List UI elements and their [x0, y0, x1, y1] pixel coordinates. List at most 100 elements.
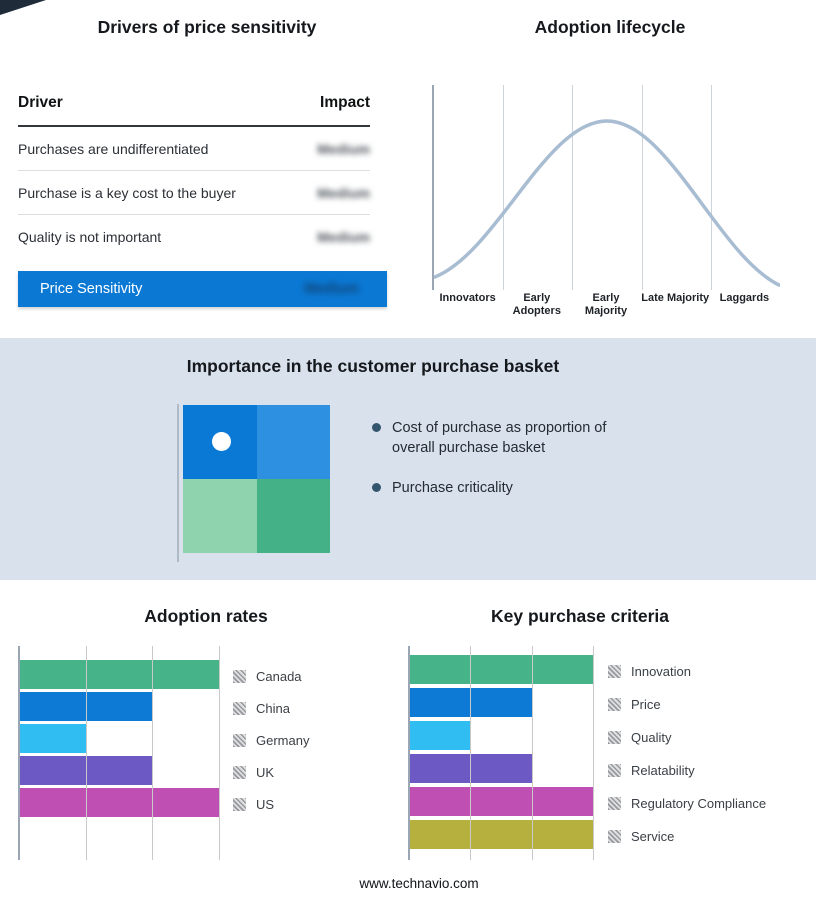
legend-swatch-icon [233, 765, 246, 779]
gridline [710, 85, 712, 290]
price-sensitivity-banner: Price Sensitivity Medium [18, 271, 387, 307]
bell-curve [434, 119, 780, 287]
gridline [572, 85, 574, 290]
gridline [219, 646, 220, 860]
purchase-basket-section [0, 338, 816, 580]
price-sensitivity-label: Price Sensitivity [40, 281, 143, 297]
corner-fold-decoration [0, 0, 46, 15]
drivers-panel-title: Drivers of price sensitivity [97, 17, 317, 37]
bar [20, 692, 154, 721]
criteria-legend: Innovation Price Quality Relatability Regula… [608, 655, 766, 853]
legend-label: Innovation [631, 664, 691, 679]
bullet-dot-icon [372, 423, 381, 432]
lifecycle-stage-labels: Innovators Early Adopters Early Majority La… [433, 292, 779, 317]
bar [410, 655, 594, 684]
legend-item: Canada [233, 660, 309, 692]
legend-label: UK [256, 764, 275, 780]
adoption-rates-chart [18, 646, 220, 860]
price-sensitivity-value-blurred: Medium [304, 281, 359, 297]
driver-cell: Quality is not important [18, 229, 162, 245]
legend-label: Service [631, 829, 675, 844]
gridline [641, 85, 643, 290]
legend-swatch-icon [608, 698, 621, 711]
legend-swatch-icon [233, 669, 246, 683]
impact-value-blurred: Medium [317, 140, 370, 157]
bullet-item: Cost of purchase as proportion of overal… [372, 418, 634, 458]
legend-item: Innovation [608, 655, 766, 688]
footer-url: www.technavio.com [359, 876, 479, 891]
stage-label: Late Majority [641, 292, 710, 304]
adoption-rates-legend: Canada China Germany UK US [233, 660, 309, 820]
drivers-table: Driver Impact Purchases are undifferenti… [18, 88, 370, 259]
legend-item: Quality [608, 721, 766, 754]
quadrant-axis-line [177, 404, 179, 562]
bar [410, 721, 472, 750]
gridline [85, 646, 87, 860]
gridline [503, 85, 505, 290]
quadrant-cell [183, 405, 257, 479]
basket-bullet-list: Cost of purchase as proportion of overal… [372, 418, 634, 518]
stage-label: Early Majority [584, 292, 628, 317]
table-header-row: Driver Impact [18, 88, 370, 127]
quadrant-cell [256, 479, 330, 553]
table-row: Purchases are undifferentiated Medium [18, 127, 370, 171]
legend-item: Germany [233, 724, 309, 756]
criteria-title: Key purchase criteria [490, 606, 669, 626]
legend-swatch-icon [608, 731, 621, 744]
lifecycle-curve-svg [434, 119, 780, 287]
legend-swatch-icon [608, 764, 621, 777]
lifecycle-chart [432, 85, 780, 290]
bullet-dot-icon [372, 483, 381, 492]
legend-swatch-icon [608, 797, 621, 810]
legend-label: China [256, 700, 290, 716]
bar [20, 756, 154, 785]
stage-label: Innovators [439, 292, 496, 304]
legend-label: Canada [256, 668, 302, 684]
gridline [593, 646, 594, 860]
adoption-rates-title: Adoption rates [144, 606, 268, 626]
legend-label: Price [631, 697, 661, 712]
purchase-basket-quadrant [183, 405, 330, 553]
gridline [152, 646, 154, 860]
legend-swatch-icon [608, 830, 621, 843]
criteria-chart [408, 646, 594, 860]
legend-swatch-icon [233, 797, 246, 811]
legend-item: Regulatory Compliance [608, 787, 766, 820]
basket-panel-title: Importance in the customer purchase bask… [186, 356, 560, 376]
bullet-item: Purchase criticality [372, 478, 634, 498]
gridline [531, 646, 533, 860]
impact-column-header: Impact [320, 94, 370, 111]
quadrant-cell [256, 405, 330, 479]
bullet-text: Cost of purchase as proportion of overal… [392, 420, 607, 456]
legend-swatch-icon [608, 665, 621, 678]
stage-label: Early Adopters [512, 292, 561, 317]
impact-value-blurred: Medium [317, 184, 370, 201]
bar [20, 660, 220, 689]
legend-label: Relatability [631, 763, 695, 778]
bar [410, 754, 533, 783]
lifecycle-panel-title: Adoption lifecycle [534, 17, 686, 37]
driver-cell: Purchases are undifferentiated [18, 140, 209, 157]
bar [410, 787, 594, 816]
bar [410, 688, 533, 717]
table-row: Purchase is a key cost to the buyer Mediu… [18, 171, 370, 215]
bar [20, 724, 87, 753]
legend-swatch-icon [233, 701, 246, 715]
legend-label: Quality [631, 730, 672, 745]
legend-label: Germany [256, 732, 310, 748]
bar [20, 788, 220, 817]
driver-column-header: Driver [18, 94, 63, 111]
driver-cell: Purchase is a key cost to the buyer [18, 184, 236, 201]
impact-value-blurred: Medium [317, 229, 370, 245]
legend-label: US [256, 796, 275, 812]
legend-label: Regulatory Compliance [631, 796, 767, 811]
drivers-table-body: Purchases are undifferentiated Medium Purc… [18, 127, 370, 259]
gridline [470, 646, 472, 860]
quadrant-marker-dot [212, 432, 231, 451]
legend-item: Relatability [608, 754, 766, 787]
stage-label: Laggards [719, 292, 770, 304]
legend-item: China [233, 692, 309, 724]
quadrant-cell [183, 479, 257, 553]
legend-swatch-icon [233, 733, 246, 747]
legend-item: UK [233, 756, 309, 788]
